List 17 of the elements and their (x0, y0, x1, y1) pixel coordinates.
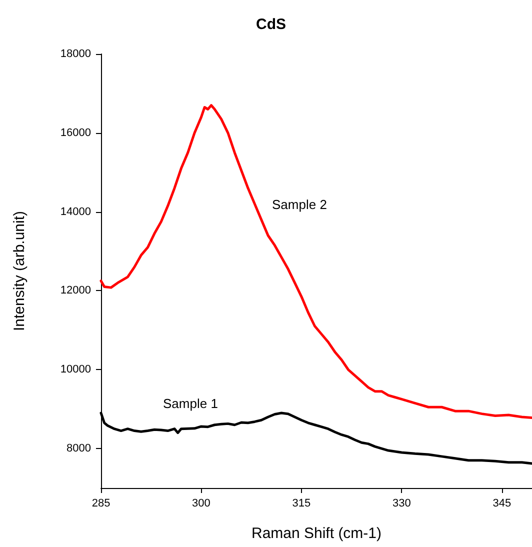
x-tick-label: 330 (392, 498, 411, 510)
y-tick-label: 12000 (60, 284, 91, 297)
y-tick-label: 18000 (60, 48, 91, 60)
y-tick-label: 16000 (60, 126, 91, 139)
chart-title: CdS (256, 16, 286, 33)
line-series (100, 104, 532, 420)
x-tick-label: 345 (492, 498, 512, 510)
x-tick-label: 300 (192, 498, 210, 510)
x-tick-label: 285 (92, 498, 110, 510)
x-axis-title: Raman Shift (cm-1) (251, 525, 382, 542)
y-axis-title: Intensity (arb.unit) (11, 210, 28, 332)
series-label: Sample 1 (163, 396, 218, 411)
y-tick-label: 8000 (66, 442, 91, 455)
x-tick-label: 315 (292, 498, 311, 510)
y-tick-label: 10000 (60, 364, 91, 376)
series-label: Sample 2 (272, 197, 327, 212)
y-tick-label: 14000 (60, 206, 91, 218)
